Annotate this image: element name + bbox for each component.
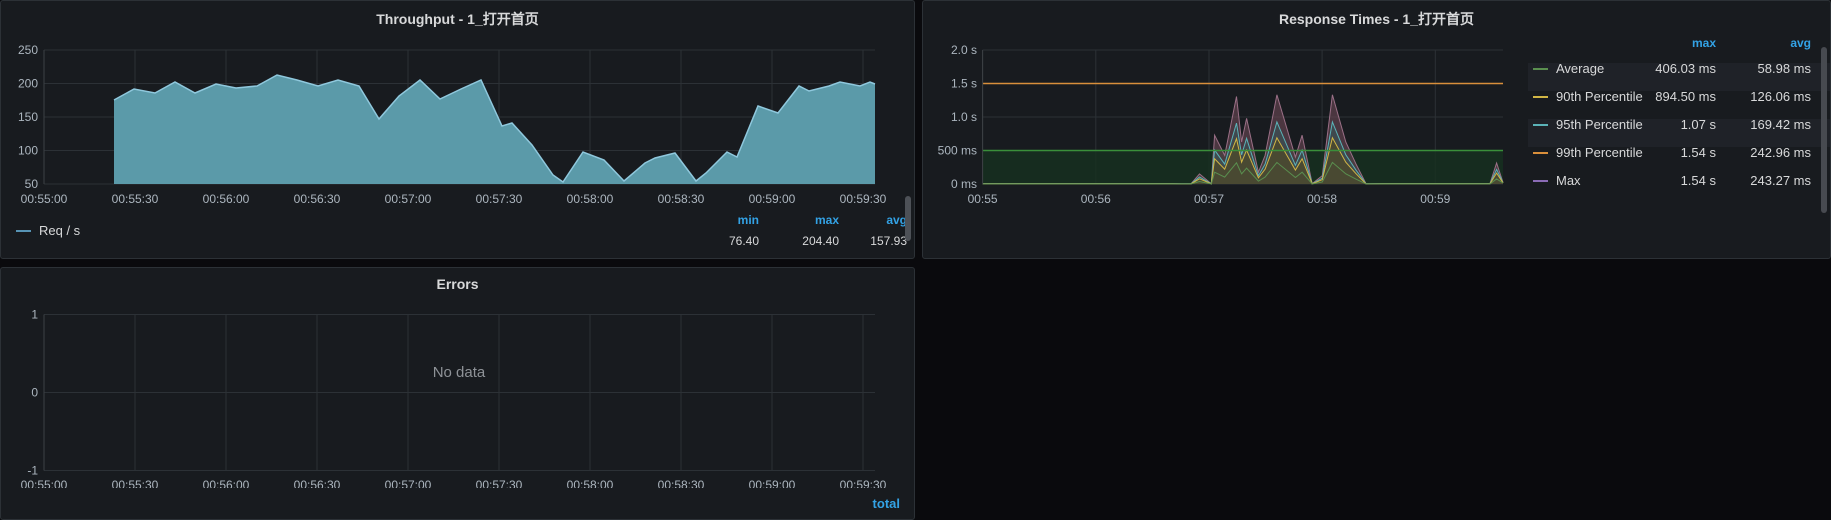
- svg-text:1.0 s: 1.0 s: [951, 110, 977, 124]
- svg-text:2.0 s: 2.0 s: [951, 43, 977, 57]
- svg-text:00:56:30: 00:56:30: [294, 478, 341, 488]
- svg-text:max: max: [815, 213, 839, 227]
- svg-text:Req / s: Req / s: [39, 223, 81, 238]
- svg-text:58.98 ms: 58.98 ms: [1758, 61, 1812, 76]
- svg-text:00:55:30: 00:55:30: [112, 192, 159, 206]
- svg-text:50: 50: [25, 177, 39, 191]
- svg-text:max: max: [1692, 36, 1716, 50]
- svg-text:00:57:30: 00:57:30: [476, 478, 523, 488]
- svg-text:00:57: 00:57: [1194, 192, 1224, 206]
- svg-text:00:58:00: 00:58:00: [567, 478, 614, 488]
- svg-text:1: 1: [31, 308, 38, 322]
- svg-text:95th Percentile: 95th Percentile: [1556, 117, 1643, 132]
- svg-text:1.54 s: 1.54 s: [1681, 173, 1717, 188]
- svg-text:126.06 ms: 126.06 ms: [1750, 89, 1811, 104]
- svg-text:0 ms: 0 ms: [951, 177, 977, 191]
- svg-text:00:58:30: 00:58:30: [658, 192, 705, 206]
- svg-text:No data: No data: [433, 364, 486, 381]
- svg-text:Max: Max: [1556, 173, 1581, 188]
- svg-text:00:59:30: 00:59:30: [840, 478, 887, 488]
- svg-text:avg: avg: [886, 213, 907, 227]
- svg-text:min: min: [738, 213, 759, 227]
- svg-text:-1: -1: [27, 464, 38, 478]
- svg-text:500 ms: 500 ms: [938, 144, 977, 158]
- svg-text:00:56:00: 00:56:00: [203, 478, 250, 488]
- svg-text:157.93: 157.93: [870, 234, 907, 248]
- svg-text:avg: avg: [1790, 36, 1811, 50]
- svg-text:00:56:30: 00:56:30: [294, 192, 341, 206]
- svg-text:894.50 ms: 894.50 ms: [1655, 89, 1716, 104]
- svg-text:90th Percentile: 90th Percentile: [1556, 89, 1643, 104]
- svg-text:Average: Average: [1556, 61, 1604, 76]
- svg-text:00:55: 00:55: [968, 192, 998, 206]
- svg-text:00:58:30: 00:58:30: [658, 478, 705, 488]
- svg-text:00:57:00: 00:57:00: [385, 478, 432, 488]
- svg-text:243.27 ms: 243.27 ms: [1750, 173, 1811, 188]
- svg-text:200: 200: [18, 77, 38, 91]
- svg-text:150: 150: [18, 110, 38, 124]
- svg-text:1.5 s: 1.5 s: [951, 77, 977, 91]
- svg-text:169.42 ms: 169.42 ms: [1750, 117, 1811, 132]
- svg-text:242.96 ms: 242.96 ms: [1750, 145, 1811, 160]
- svg-text:0: 0: [31, 386, 38, 400]
- svg-text:204.40: 204.40: [802, 234, 839, 248]
- svg-text:00:56:00: 00:56:00: [203, 192, 250, 206]
- svg-text:00:58:00: 00:58:00: [567, 192, 614, 206]
- svg-text:1.07 s: 1.07 s: [1681, 117, 1717, 132]
- svg-text:00:55:30: 00:55:30: [112, 478, 159, 488]
- svg-text:250: 250: [18, 43, 38, 57]
- svg-text:00:58: 00:58: [1307, 192, 1337, 206]
- svg-text:1.54 s: 1.54 s: [1681, 145, 1717, 160]
- svg-text:00:57:30: 00:57:30: [476, 192, 523, 206]
- svg-text:99th Percentile: 99th Percentile: [1556, 145, 1643, 160]
- svg-text:00:57:00: 00:57:00: [385, 192, 432, 206]
- svg-text:100: 100: [18, 144, 38, 158]
- svg-text:00:59: 00:59: [1420, 192, 1450, 206]
- svg-text:00:59:30: 00:59:30: [840, 192, 887, 206]
- svg-text:76.40: 76.40: [729, 234, 759, 248]
- svg-text:00:55:00: 00:55:00: [21, 478, 68, 488]
- svg-text:406.03 ms: 406.03 ms: [1655, 61, 1716, 76]
- svg-text:00:55:00: 00:55:00: [21, 192, 68, 206]
- svg-text:00:56: 00:56: [1081, 192, 1111, 206]
- svg-text:00:59:00: 00:59:00: [749, 478, 796, 488]
- svg-text:00:59:00: 00:59:00: [749, 192, 796, 206]
